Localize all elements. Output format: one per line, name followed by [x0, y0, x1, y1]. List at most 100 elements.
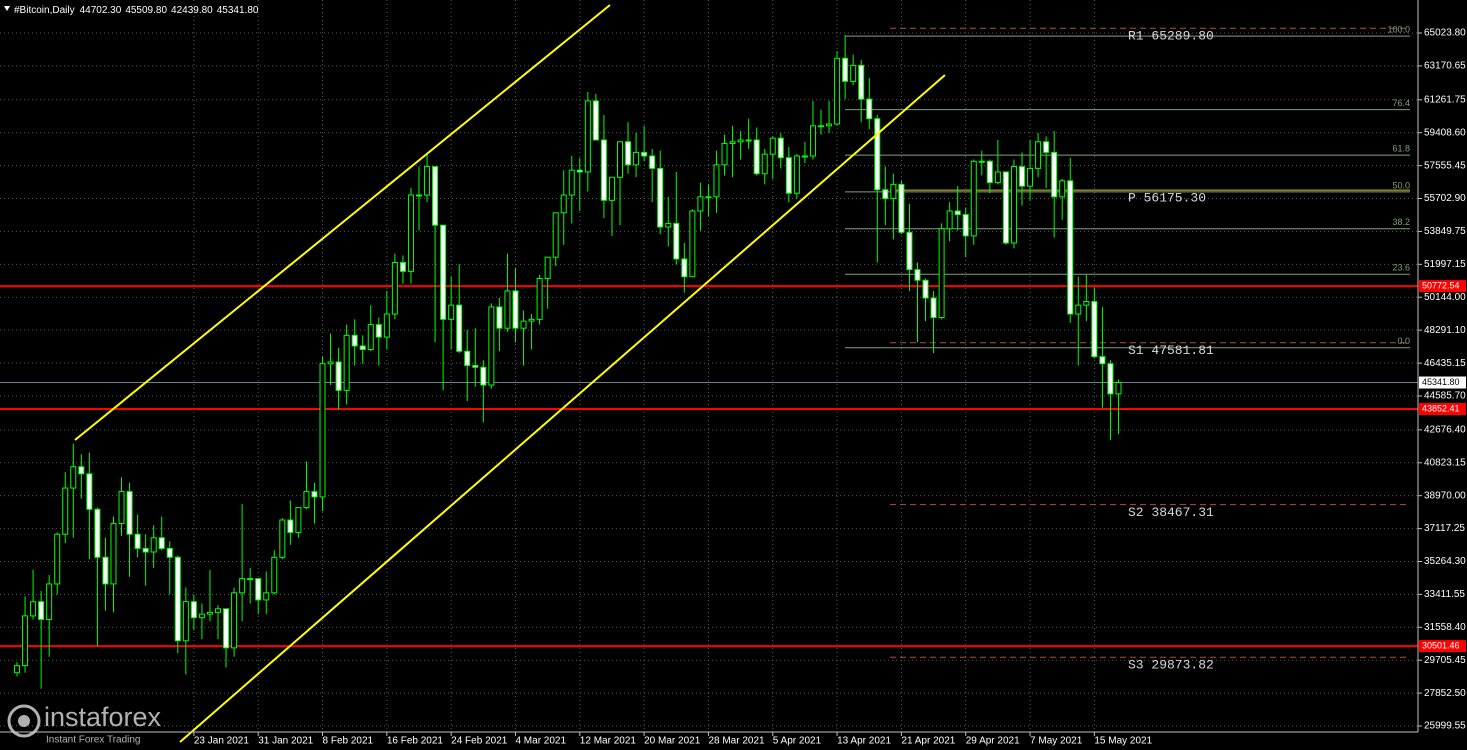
- x-tick-label: 8 Feb 2021: [323, 736, 374, 747]
- y-tick-label: 40823.15: [1424, 457, 1466, 468]
- candle-body: [785, 157, 792, 194]
- candle-body: [552, 212, 559, 258]
- candle-body: [930, 297, 937, 319]
- candle-body: [713, 164, 720, 198]
- high-value: 45509.80: [125, 5, 167, 16]
- candle-body: [416, 194, 422, 197]
- candle-body: [14, 665, 20, 674]
- candle-body: [303, 491, 310, 509]
- fib-label: 76.4: [1392, 98, 1410, 108]
- logo: [7, 704, 41, 738]
- candle-body: [649, 155, 656, 169]
- candle-body: [584, 100, 591, 173]
- candle-body: [592, 100, 599, 141]
- candle-body: [842, 57, 849, 82]
- candle-body: [38, 601, 45, 620]
- price-level-label: 43852.41: [1422, 403, 1460, 413]
- candle-body: [737, 139, 744, 143]
- price-level-box: [1419, 376, 1466, 389]
- candle-body: [608, 176, 615, 201]
- candle-body: [311, 491, 318, 498]
- candle-body: [890, 183, 897, 200]
- low-value: 42439.80: [171, 5, 213, 16]
- y-tick-label: 38970.00: [1424, 490, 1466, 501]
- open-value: 44702.30: [80, 5, 122, 16]
- candle-body: [874, 118, 881, 191]
- candle-body: [78, 466, 85, 475]
- candle-body: [496, 306, 503, 329]
- candle-body: [263, 592, 270, 601]
- x-tick-label: 21 Apr 2021: [901, 736, 955, 747]
- candle-body: [697, 196, 704, 212]
- candle-body: [978, 160, 985, 163]
- fib-label: 38.2: [1392, 217, 1410, 227]
- candle-body: [986, 160, 993, 184]
- pivot-label: S1 47581.81: [1128, 343, 1214, 358]
- y-tick-label: 33411.55: [1424, 589, 1465, 600]
- y-tick-label: 42676.40: [1424, 425, 1466, 436]
- price-level-box: [1419, 640, 1466, 653]
- candle-body: [600, 139, 607, 201]
- candle-body: [215, 608, 221, 613]
- candle-body: [946, 210, 953, 230]
- x-tick-label: 12 Mar 2021: [580, 736, 637, 747]
- candle-body: [793, 155, 800, 194]
- candle-body: [1107, 363, 1114, 395]
- candle-body: [906, 231, 913, 271]
- y-tick-label: 35264.30: [1424, 556, 1466, 567]
- candle-body: [287, 519, 294, 533]
- candle-body: [375, 324, 382, 338]
- candle-body: [1075, 304, 1082, 315]
- candle-body: [769, 137, 776, 155]
- candle-body: [801, 155, 808, 158]
- x-tick-label: 5 Apr 2021: [773, 736, 822, 747]
- candle-body: [86, 473, 93, 510]
- candle-body: [70, 466, 77, 489]
- y-tick-label: 53849.75: [1424, 226, 1466, 237]
- candle-body: [954, 210, 961, 216]
- price-level-box: [1419, 402, 1466, 415]
- candle-body: [319, 363, 326, 498]
- candle-body: [689, 210, 696, 278]
- candle-body: [665, 222, 672, 228]
- candle-body: [528, 318, 535, 322]
- candle-body: [391, 262, 398, 315]
- candle-body: [1002, 171, 1009, 244]
- candle-body: [568, 169, 575, 196]
- y-tick-label: 57555.45: [1424, 160, 1466, 171]
- candle-body: [938, 228, 945, 319]
- candle-body: [1010, 166, 1017, 244]
- candle-body: [488, 306, 495, 386]
- y-tick-label: 31558.40: [1424, 622, 1466, 633]
- candle-body: [544, 256, 551, 279]
- y-tick-label: 25999.55: [1424, 721, 1466, 732]
- candle-body: [882, 189, 889, 200]
- y-tick-label: 50144.00: [1424, 292, 1466, 303]
- candle-body: [826, 123, 833, 127]
- candle-body: [432, 166, 439, 226]
- x-tick-label: 28 Mar 2021: [708, 736, 765, 747]
- y-tick-label: 27852.50: [1424, 688, 1466, 699]
- candle-body: [456, 304, 463, 352]
- candle-body: [472, 365, 479, 368]
- x-tick-label: 20 Mar 2021: [644, 736, 701, 747]
- candle-body: [407, 194, 414, 272]
- fib-label: 100.0: [1387, 24, 1410, 34]
- candle-body: [359, 345, 366, 351]
- candle-body: [239, 578, 246, 594]
- x-tick-label: 4 Mar 2021: [515, 736, 566, 747]
- y-tick-label: 65023.80: [1424, 28, 1466, 39]
- y-tick-label: 61261.75: [1424, 94, 1466, 105]
- candle-body: [753, 139, 760, 175]
- axis: 65023.80 63170.65 61261.75 59408.60 57555.45…: [193, 28, 1466, 747]
- fib-label: 50.0: [1392, 180, 1410, 190]
- y-tick-label: 46435.15: [1424, 358, 1466, 369]
- x-tick-label: 31 Jan 2021: [258, 736, 313, 747]
- channel-line-upper: [74, 4, 611, 441]
- candle-body: [351, 334, 358, 347]
- x-tick-label: 29 Apr 2021: [966, 736, 1020, 747]
- price-level-label: 30501.46: [1422, 640, 1460, 650]
- candle-body: [30, 601, 37, 617]
